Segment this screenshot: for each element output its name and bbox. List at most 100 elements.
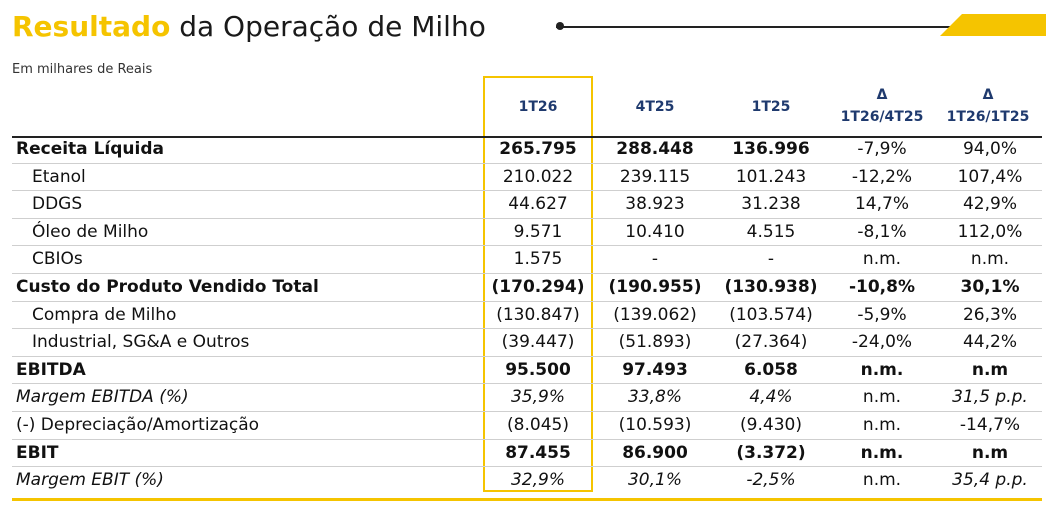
- row-divider: [12, 217, 1042, 219]
- row-divider: [12, 245, 1042, 247]
- title-divider-line: [556, 26, 996, 28]
- cell-delta-qoq: n.m.: [862, 249, 902, 270]
- cell-4t25: 38.923: [625, 194, 685, 215]
- page-title: Resultado da Operação de Milho: [12, 8, 486, 46]
- title-accent-bar: [962, 14, 1046, 36]
- col-header-1t25: 1T25: [751, 99, 791, 115]
- cell-1t25: (27.364): [734, 332, 808, 353]
- row-label: Custo do Produto Vendido Total: [16, 276, 319, 297]
- row-divider: [12, 328, 1042, 330]
- cell-delta-yoy: 31,5 p.p.: [952, 387, 1028, 408]
- cell-1t25: (3.372): [736, 442, 806, 463]
- cell-1t25: (130.938): [724, 276, 818, 297]
- cell-delta-yoy: 94,0%: [962, 139, 1017, 159]
- cell-1t26: 95.500: [505, 359, 571, 380]
- cell-4t25: (10.593): [618, 414, 692, 435]
- title-rest: da Operação de Milho: [170, 10, 486, 43]
- title-highlight: Resultado: [12, 10, 171, 43]
- cell-1t25: 136.996: [732, 139, 810, 159]
- row-label: Etanol: [32, 166, 86, 187]
- cell-delta-qoq: n.m.: [862, 470, 902, 491]
- cell-1t26: (8.045): [507, 414, 569, 435]
- row-label: Margem EBIT (%): [16, 470, 164, 491]
- cell-delta-qoq: -12,2%: [851, 166, 913, 187]
- footer-accent-rule: [12, 498, 1042, 501]
- cell-1t26: 87.455: [505, 442, 571, 463]
- cell-1t26: 32,9%: [510, 470, 565, 491]
- current-period-highlight: [483, 76, 593, 492]
- cell-1t25: 31.238: [741, 194, 801, 215]
- table-row: EBIT 87.455 86.900 (3.372) n.m. n.m: [12, 440, 1042, 468]
- delta-symbol: Δ: [876, 87, 888, 103]
- cell-delta-qoq: -24,0%: [851, 332, 913, 353]
- cell-1t26: (130.847): [496, 304, 580, 325]
- cell-delta-qoq: -10,8%: [848, 276, 916, 297]
- row-label: EBIT: [16, 442, 59, 463]
- cell-4t25: (190.955): [608, 276, 702, 297]
- cell-1t26: 44.627: [508, 194, 568, 215]
- cell-delta-yoy: n.m: [971, 442, 1009, 463]
- table-row: Óleo de Milho 9.571 10.410 4.515 -8,1% 1…: [12, 219, 1042, 247]
- table-row: Etanol 210.022 239.115 101.243 -12,2% 10…: [12, 164, 1042, 192]
- table-row: DDGS 44.627 38.923 31.238 14,7% 42,9%: [12, 191, 1042, 219]
- cell-4t25: 10.410: [625, 221, 685, 242]
- row-label: Industrial, SG&A e Outros: [32, 332, 250, 353]
- cell-delta-qoq: -7,9%: [857, 139, 907, 159]
- cell-delta-yoy: 35,4 p.p.: [952, 470, 1028, 491]
- table-row: Custo do Produto Vendido Total (170.294)…: [12, 274, 1042, 302]
- table-row: Industrial, SG&A e Outros (39.447) (51.8…: [12, 329, 1042, 357]
- cell-delta-qoq: n.m.: [862, 414, 902, 435]
- cell-4t25: 239.115: [619, 166, 691, 187]
- cell-1t25: 4.515: [746, 221, 796, 242]
- table-row: (-) Depreciação/Amortização (8.045) (10.…: [12, 412, 1042, 440]
- cell-4t25: (51.893): [618, 332, 692, 353]
- cell-delta-yoy: 112,0%: [957, 221, 1023, 242]
- table-row: Compra de Milho (130.847) (139.062) (103…: [12, 302, 1042, 330]
- cell-4t25: 33,8%: [627, 387, 682, 408]
- cell-delta-qoq: -8,1%: [857, 221, 907, 242]
- cell-1t26: (39.447): [501, 332, 575, 353]
- row-divider: [12, 190, 1042, 192]
- cell-1t25: 101.243: [735, 166, 807, 187]
- col-header-4t25: 4T25: [635, 99, 675, 115]
- row-divider: [12, 383, 1042, 385]
- row-divider: [12, 162, 1042, 164]
- cell-delta-yoy: 30,1%: [960, 276, 1020, 297]
- row-label: (-) Depreciação/Amortização: [16, 414, 260, 435]
- cell-delta-qoq: n.m.: [860, 442, 904, 463]
- delta-symbol: Δ: [982, 87, 994, 103]
- cell-4t25: (139.062): [613, 304, 697, 325]
- title-accent-slant: [940, 14, 962, 36]
- cell-1t25: -2,5%: [746, 470, 796, 491]
- cell-1t25: -: [767, 249, 775, 270]
- col-header-delta-qoq: Δ 1T26/4T25: [826, 84, 938, 132]
- row-divider: [12, 272, 1042, 274]
- table-row: Margem EBITDA (%) 35,9% 33,8% 4,4% n.m. …: [12, 384, 1042, 412]
- cell-4t25: 288.448: [616, 139, 694, 159]
- cell-1t26: 1.575: [513, 249, 563, 270]
- cell-4t25: 97.493: [622, 359, 688, 380]
- row-divider: [12, 466, 1042, 468]
- cell-delta-yoy: 42,9%: [962, 194, 1017, 215]
- row-label: Margem EBITDA (%): [16, 387, 189, 408]
- cell-delta-yoy: 44,2%: [962, 332, 1017, 353]
- row-label: Óleo de Milho: [32, 221, 149, 242]
- table-row: CBIOs 1.575 - - n.m. n.m.: [12, 246, 1042, 274]
- cell-1t25: (9.430): [740, 414, 802, 435]
- row-label: EBITDA: [16, 359, 86, 380]
- row-label: CBIOs: [32, 249, 83, 270]
- row-label: DDGS: [32, 194, 83, 215]
- table-row: Receita Líquida 265.795 288.448 136.996 …: [12, 136, 1042, 164]
- cell-1t26: 9.571: [513, 221, 563, 242]
- cell-delta-yoy: 26,3%: [962, 304, 1017, 325]
- cell-1t26: (170.294): [491, 276, 585, 297]
- cell-1t26: 265.795: [499, 139, 577, 159]
- col-header-delta-yoy: Δ 1T26/1T25: [936, 84, 1040, 132]
- row-label: Compra de Milho: [32, 304, 177, 325]
- cell-delta-qoq: n.m.: [862, 387, 902, 408]
- row-label: Receita Líquida: [16, 139, 164, 159]
- cell-delta-qoq: -5,9%: [857, 304, 907, 325]
- cell-4t25: -: [651, 249, 659, 270]
- cell-1t26: 210.022: [502, 166, 574, 187]
- table-row: Margem EBIT (%) 32,9% 30,1% -2,5% n.m. 3…: [12, 467, 1042, 495]
